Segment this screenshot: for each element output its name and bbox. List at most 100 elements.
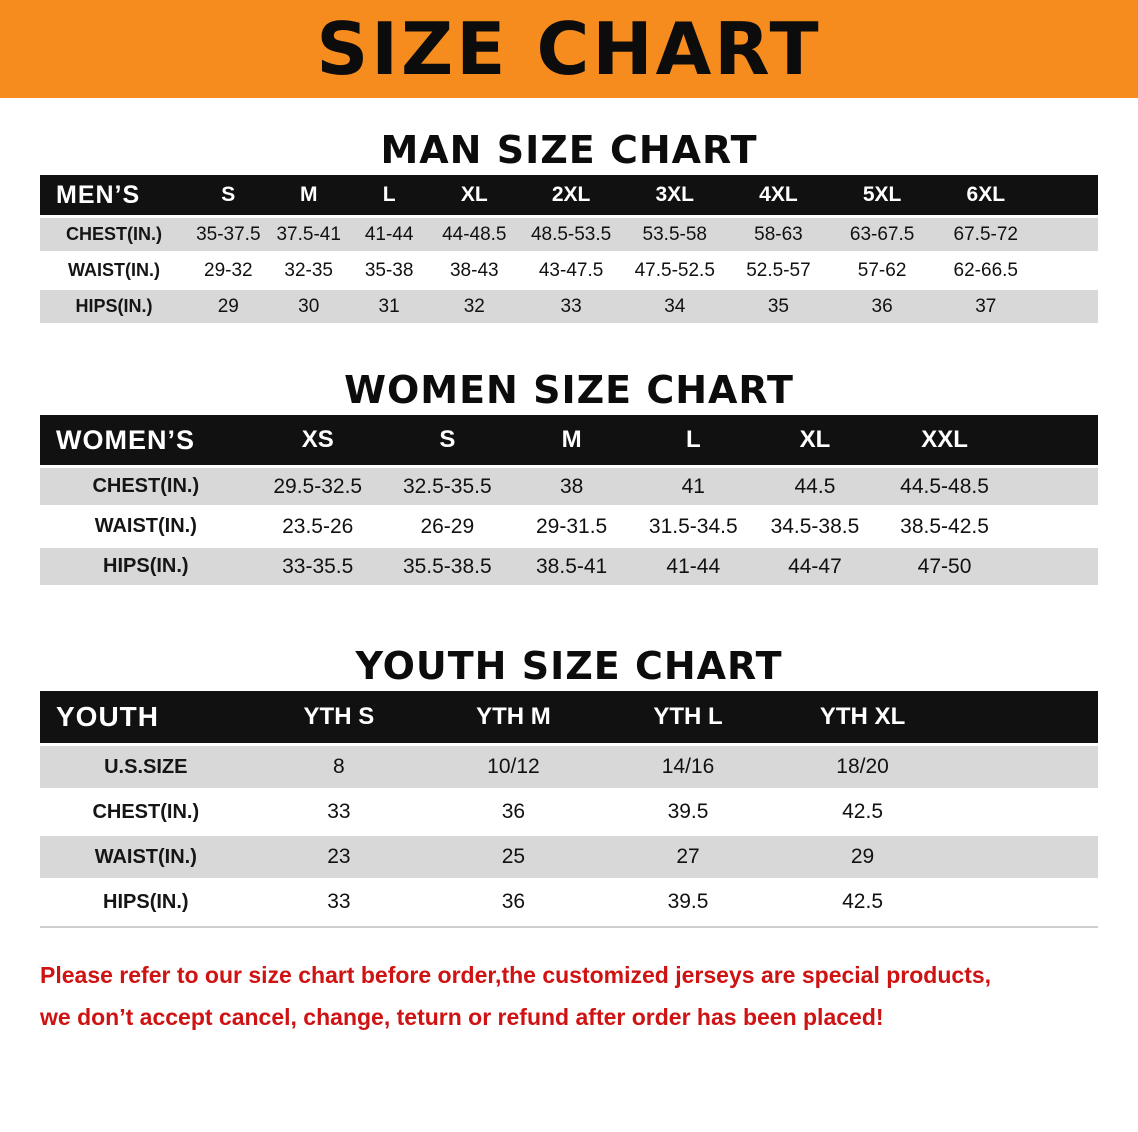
size-value-cell: 47.5-52.5 [622,254,727,287]
order-notice: Please refer to our size chart before or… [40,954,1098,1038]
size-value-cell: 63-67.5 [830,218,934,251]
youth-size-table: YOUTH YTH S YTH M YTH L YTH XL U.S.SIZE … [40,688,1098,928]
size-value-cell: 42.5 [775,881,950,923]
spacer-cell [949,836,1098,878]
size-value-cell: 36 [426,881,601,923]
size-value-cell: 33 [519,290,623,323]
size-value-cell: 30 [268,290,349,323]
size-value-cell: 31.5-34.5 [632,508,755,545]
size-value-cell: 37 [933,290,1038,323]
row-label: CHEST(IN.) [40,791,252,833]
size-value-cell: 58-63 [726,218,831,251]
women-chest-row: CHEST(IN.) 29.5-32.5 32.5-35.5 38 41 44.… [40,468,1098,505]
size-value-cell: 10/12 [426,746,601,788]
spacer-cell [1013,468,1098,505]
men-header-row: MEN’S S M L XL 2XL 3XL 4XL 5XL 6XL [40,175,1098,215]
size-column-header: YTH XL [775,691,950,743]
size-column-header: 3XL [622,175,727,215]
men-chest-row: CHEST(IN.) 35-37.5 37.5-41 41-44 44-48.5… [40,218,1098,251]
size-column-header: 6XL [933,175,1038,215]
row-label: WAIST(IN.) [40,836,252,878]
spacer-cell [1037,254,1098,287]
size-value-cell: 31 [348,290,430,323]
size-value-cell: 43-47.5 [519,254,623,287]
size-value-cell: 44-47 [754,548,876,585]
size-column-header: S [188,175,269,215]
youth-table-label: YOUTH [40,691,252,743]
size-value-cell: 35.5-38.5 [383,548,511,585]
size-value-cell: 67.5-72 [933,218,1038,251]
women-waist-row: WAIST(IN.) 23.5-26 26-29 29-31.5 31.5-34… [40,508,1098,545]
size-column-header: L [632,415,755,465]
size-value-cell: 18/20 [775,746,950,788]
youth-hips-row: HIPS(IN.) 33 36 39.5 42.5 [40,881,1098,923]
notice-line-1: Please refer to our size chart before or… [40,962,992,988]
spacer-cell [949,881,1098,923]
size-column-header: YTH M [426,691,601,743]
spacer-cell [1013,508,1098,545]
spacer-cell [1037,175,1098,215]
size-value-cell: 52.5-57 [726,254,831,287]
youth-waist-row: WAIST(IN.) 23 25 27 29 [40,836,1098,878]
size-value-cell: 41-44 [632,548,755,585]
size-value-cell: 29-31.5 [510,508,633,545]
women-section-heading: WOMEN SIZE CHART [344,368,794,412]
size-value-cell: 42.5 [775,791,950,833]
spacer-cell [1013,415,1098,465]
row-label: HIPS(IN.) [40,548,252,585]
size-column-header: XS [251,415,384,465]
youth-section-heading: YOUTH SIZE CHART [355,644,783,688]
size-column-header: S [383,415,511,465]
title-banner: SIZE CHART [0,0,1138,98]
men-section-heading: MAN SIZE CHART [380,128,758,172]
size-value-cell: 29-32 [188,254,269,287]
size-value-cell: 34.5-38.5 [754,508,876,545]
spacer-cell [949,691,1098,743]
size-column-header: 5XL [830,175,934,215]
size-value-cell: 36 [426,791,601,833]
size-column-header: XL [754,415,876,465]
size-value-cell: 39.5 [600,791,776,833]
size-value-cell: 44.5-48.5 [875,468,1014,505]
size-column-header: L [348,175,430,215]
size-value-cell: 29.5-32.5 [251,468,384,505]
size-value-cell: 8 [251,746,427,788]
spacer-cell [949,791,1098,833]
size-value-cell: 14/16 [600,746,776,788]
size-value-cell: 39.5 [600,881,776,923]
size-value-cell: 41 [632,468,755,505]
size-value-cell: 27 [600,836,776,878]
men-size-table: MEN’S S M L XL 2XL 3XL 4XL 5XL 6XL CHEST… [40,172,1098,326]
size-value-cell: 41-44 [348,218,430,251]
size-value-cell: 44-48.5 [429,218,520,251]
size-value-cell: 29 [188,290,269,323]
men-waist-row: WAIST(IN.) 29-32 32-35 35-38 38-43 43-47… [40,254,1098,287]
size-value-cell: 47-50 [875,548,1014,585]
size-value-cell: 23.5-26 [251,508,384,545]
size-value-cell: 62-66.5 [933,254,1038,287]
size-value-cell: 32 [429,290,520,323]
spacer-cell [1037,290,1098,323]
size-column-header: XL [429,175,520,215]
size-value-cell: 23 [251,836,427,878]
size-value-cell: 34 [622,290,727,323]
men-table-label: MEN’S [40,175,189,215]
size-value-cell: 37.5-41 [268,218,349,251]
youth-header-row: YOUTH YTH S YTH M YTH L YTH XL [40,691,1098,743]
size-value-cell: 38 [510,468,633,505]
size-value-cell: 57-62 [830,254,934,287]
size-value-cell: 36 [830,290,934,323]
row-label: HIPS(IN.) [40,290,189,323]
women-header-row: WOMEN’S XS S M L XL XXL [40,415,1098,465]
notice-line-2: we don’t accept cancel, change, teturn o… [40,1004,884,1030]
size-value-cell: 32.5-35.5 [383,468,511,505]
row-label: U.S.SIZE [40,746,252,788]
size-value-cell: 38.5-41 [510,548,633,585]
row-label: WAIST(IN.) [40,508,252,545]
size-column-header: YTH L [600,691,776,743]
row-label: CHEST(IN.) [40,468,252,505]
size-value-cell: 33-35.5 [251,548,384,585]
spacer-cell [1037,218,1098,251]
row-label: WAIST(IN.) [40,254,189,287]
